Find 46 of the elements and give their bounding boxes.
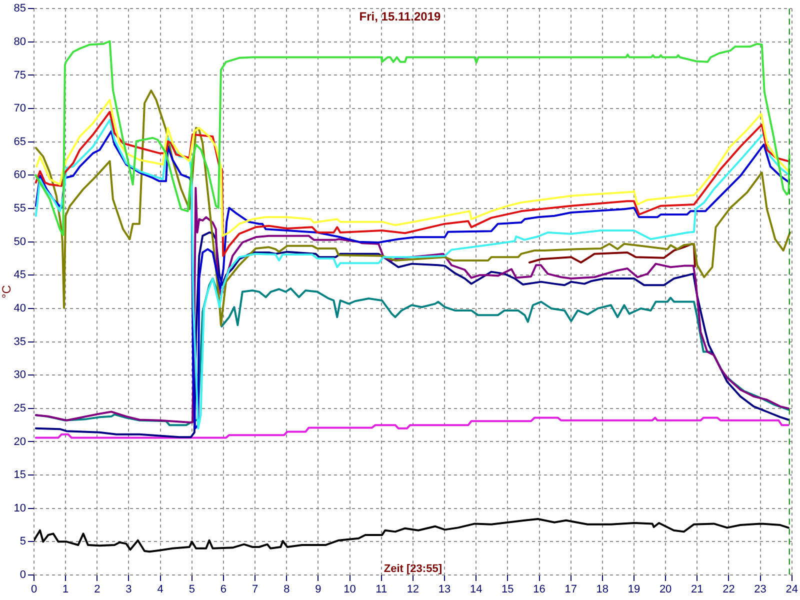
- y-tick-label: 60: [14, 169, 26, 182]
- x-tick-label: 23: [754, 584, 766, 596]
- y-tick-label: 35: [14, 336, 26, 348]
- x-tick-label: 18: [596, 584, 609, 596]
- x-tick-label: 19: [628, 584, 640, 596]
- y-tick-label: 40: [14, 302, 26, 314]
- y-tick-label: 75: [14, 69, 26, 82]
- x-tick-label: 13: [438, 584, 451, 596]
- x-tick-label: 2: [94, 584, 100, 596]
- x-tick-label: 24: [786, 584, 798, 596]
- x-tick-label: 16: [533, 584, 546, 596]
- y-axis-title: °C: [0, 284, 14, 299]
- x-tick-label: 9: [315, 584, 322, 596]
- y-tick-label: 20: [14, 436, 26, 448]
- x-tick-label: 0: [30, 584, 38, 596]
- x-tick-label: 15: [502, 584, 514, 596]
- x-tick-label: 6: [220, 584, 227, 596]
- x-tick-label: 10: [344, 584, 356, 596]
- y-tick-label: 65: [14, 136, 26, 148]
- y-tick-label: 85: [14, 2, 26, 15]
- y-tick-label: 25: [14, 402, 26, 414]
- y-tick-label: 30: [14, 369, 26, 382]
- x-tick-label: 5: [188, 584, 195, 596]
- x-tick-label: 3: [126, 584, 132, 596]
- x-tick-label: 1: [62, 584, 69, 596]
- y-tick-label: 50: [14, 236, 26, 248]
- x-tick-label: 12: [406, 584, 420, 596]
- x-tick-label: 17: [564, 584, 577, 596]
- y-tick-label: 55: [14, 202, 26, 215]
- chart-title: Fri, 15.11.2019: [359, 9, 442, 24]
- y-tick-label: 5: [20, 536, 26, 548]
- y-tick-label: 0: [20, 569, 26, 582]
- x-tick-label: 14: [470, 584, 482, 596]
- y-tick-label: 15: [14, 469, 26, 482]
- x-tick-label: 11: [376, 584, 388, 596]
- y-tick-label: 10: [14, 502, 26, 514]
- y-tick-label: 45: [14, 269, 26, 282]
- x-tick-label: 7: [252, 584, 258, 596]
- x-axis-title: Zeit [23:55]: [384, 563, 442, 575]
- x-tick-label: 20: [659, 584, 672, 596]
- x-tick-label: 21: [691, 584, 704, 596]
- x-tick-label: 4: [157, 584, 164, 596]
- y-tick-label: 70: [14, 102, 26, 115]
- x-tick-label: 22: [722, 584, 735, 596]
- y-tick-label: 80: [14, 36, 26, 48]
- x-tick-label: 8: [284, 584, 290, 596]
